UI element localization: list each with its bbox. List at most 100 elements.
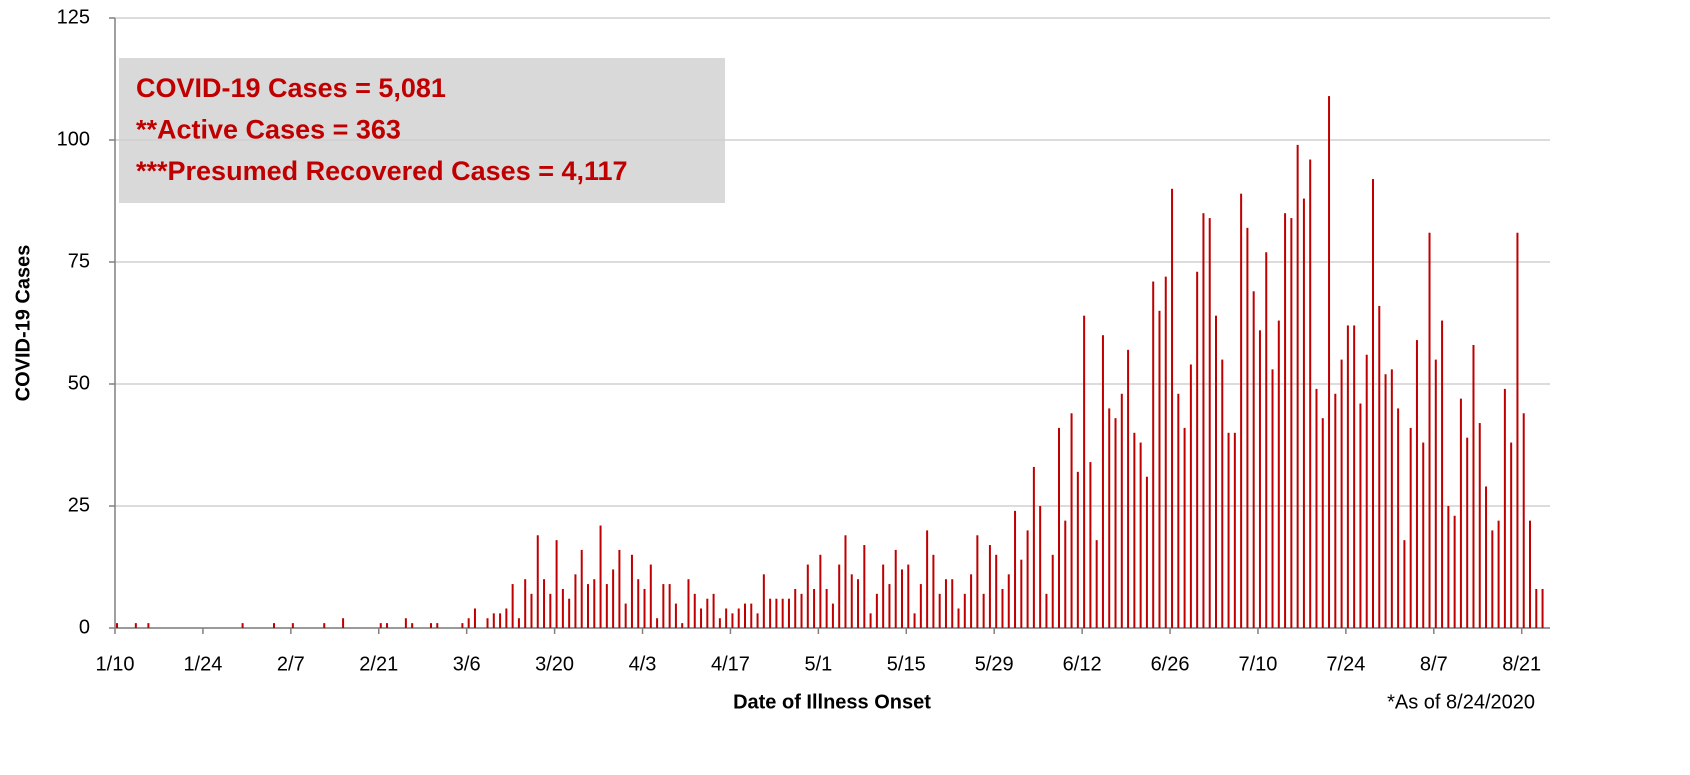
bar [869, 613, 872, 628]
bar [919, 584, 922, 628]
bar [1240, 193, 1243, 628]
bar [1171, 188, 1174, 629]
bar [517, 618, 520, 628]
bar [1434, 359, 1437, 628]
bar [1535, 588, 1538, 628]
bar [894, 549, 897, 628]
bar [1152, 281, 1155, 628]
bar [386, 623, 389, 628]
bar [1353, 325, 1356, 628]
bar [951, 579, 954, 628]
bar [643, 588, 646, 628]
x-tick-label: 8/7 [1420, 653, 1448, 675]
bar [1428, 232, 1431, 628]
x-tick-label: 6/12 [1063, 653, 1102, 675]
bar [1108, 408, 1111, 628]
bar [612, 569, 615, 628]
bar [1503, 388, 1506, 628]
bar [1277, 320, 1280, 628]
bar [681, 623, 684, 628]
bar [1032, 466, 1035, 628]
bar [630, 554, 633, 628]
bar [838, 564, 841, 628]
bar [536, 535, 539, 628]
bar [674, 603, 677, 628]
bar [857, 579, 860, 628]
bar [1271, 369, 1274, 628]
bar [1422, 442, 1425, 628]
bar [467, 618, 470, 628]
annotation-box [119, 58, 725, 203]
bar [687, 579, 690, 628]
y-tick-label: 0 [79, 616, 90, 638]
bar [1372, 179, 1374, 629]
bar [1202, 213, 1205, 628]
bar [291, 623, 294, 628]
x-tick-label: 2/7 [277, 653, 305, 675]
bar [1340, 359, 1343, 628]
bar [863, 545, 866, 628]
bar [1453, 515, 1456, 628]
bar [963, 593, 966, 628]
bar [1447, 506, 1450, 628]
bar [944, 579, 947, 628]
bar [530, 593, 533, 628]
bar [1101, 335, 1104, 628]
bar [781, 598, 784, 628]
bar [461, 623, 464, 628]
bar [656, 618, 659, 628]
bar [1039, 506, 1042, 628]
bar [492, 613, 495, 628]
annotation: ***Presumed Recovered Cases = 4,117 [136, 156, 628, 186]
bar [762, 574, 765, 628]
bar [1083, 315, 1086, 628]
bar [1516, 232, 1519, 628]
bar [1529, 520, 1531, 628]
bar [1120, 393, 1123, 628]
bar [430, 623, 432, 628]
bar [524, 579, 527, 628]
x-tick-label: 5/29 [975, 653, 1014, 675]
y-tick-label: 25 [68, 494, 90, 516]
bar [1133, 432, 1136, 628]
bar [1284, 213, 1287, 628]
bar [555, 540, 558, 628]
bar [744, 603, 746, 628]
bar [1497, 520, 1500, 628]
bar [1114, 418, 1117, 628]
x-tick-label: 7/24 [1326, 653, 1365, 675]
bar [574, 574, 577, 628]
bar [543, 579, 546, 628]
bar [1233, 432, 1236, 628]
bar [1221, 359, 1224, 628]
bar [1328, 96, 1331, 628]
bar [1026, 530, 1029, 628]
bar [693, 593, 696, 628]
x-tick-label: 2/21 [359, 653, 398, 675]
bar [737, 608, 740, 628]
bar [1321, 418, 1324, 628]
bar [1346, 325, 1349, 628]
bar [1485, 486, 1488, 628]
bar [1309, 159, 1312, 628]
bar [1007, 574, 1010, 628]
bar [1196, 271, 1199, 628]
x-tick-label: 6/26 [1151, 653, 1190, 675]
bar [580, 549, 583, 628]
x-tick-label: 3/20 [535, 653, 574, 675]
bar [323, 623, 326, 628]
bar [806, 564, 809, 628]
bar [593, 579, 596, 628]
bar [1302, 198, 1305, 628]
bar [486, 618, 489, 628]
bar [970, 574, 973, 628]
bar [995, 554, 998, 628]
bar [587, 584, 589, 628]
bar [1334, 393, 1337, 628]
annotation: COVID-19 Cases = 5,081 [136, 73, 446, 103]
bar [976, 535, 979, 628]
bar [1415, 340, 1418, 628]
bar [706, 598, 709, 628]
bar [1177, 393, 1180, 628]
bar [605, 584, 608, 628]
